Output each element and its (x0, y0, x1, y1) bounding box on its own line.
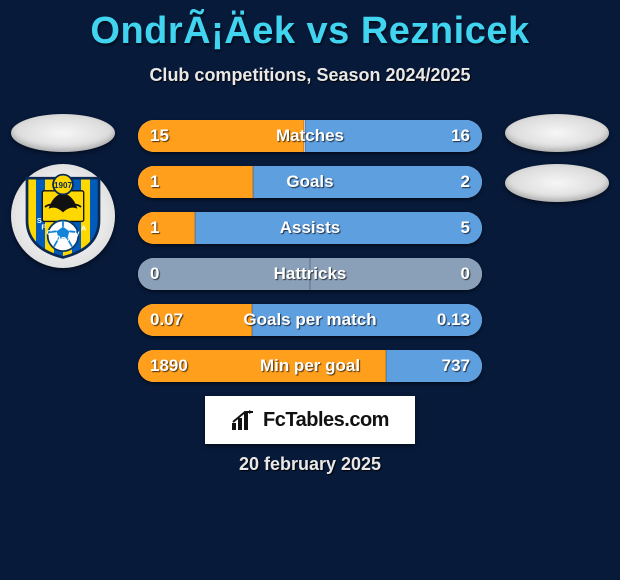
stat-bar-right (310, 258, 482, 290)
svg-text:P: P (61, 235, 66, 244)
stat-row: 0.070.13Goals per match (138, 304, 482, 336)
stat-row: 12Goals (138, 166, 482, 198)
svg-text:F: F (41, 223, 46, 232)
svg-text:A: A (68, 234, 73, 243)
svg-text:V: V (75, 230, 80, 239)
stat-bar-right (253, 166, 482, 198)
stat-row: 15Assists (138, 212, 482, 244)
svg-text:O: O (55, 233, 61, 242)
footer-date: 20 february 2025 (0, 454, 620, 475)
stats-container: 1516Matches 12Goals 15Assists 00Hattricks 0.… (138, 120, 482, 382)
page-title: OndrÃ¡Äek vs Reznicek (0, 10, 620, 53)
stat-bar-left (138, 120, 304, 152)
player-right-placeholder (505, 114, 609, 152)
stat-row: 1890737Min per goal (138, 350, 482, 382)
svg-text:1907: 1907 (54, 181, 72, 190)
stat-bar-right (252, 304, 482, 336)
stat-bar-right (386, 350, 482, 382)
svg-text:A: A (81, 223, 86, 232)
opava-crest-icon: 1907 SFC OPAVA SFC OPA VA (18, 171, 108, 261)
club-crest-left: 1907 SFC OPAVA SFC OPA VA (11, 164, 115, 268)
source-attribution: FcTables.com (205, 396, 415, 444)
stat-row: 00Hattricks (138, 258, 482, 290)
stat-bar-right (195, 212, 482, 244)
stat-bar-left (138, 166, 253, 198)
stat-bar-right (305, 120, 483, 152)
stat-bar-left (138, 258, 310, 290)
player-left-placeholder (11, 114, 115, 152)
fctables-logo-icon (231, 409, 257, 431)
svg-text:C: C (47, 228, 52, 237)
stat-bar-left (138, 350, 386, 382)
club-right-placeholder (505, 164, 609, 202)
subtitle: Club competitions, Season 2024/2025 (0, 65, 620, 86)
brand-text: FcTables.com (263, 409, 389, 432)
stat-bar-left (138, 304, 252, 336)
stat-bar-left (138, 212, 195, 244)
stat-row: 1516Matches (138, 120, 482, 152)
